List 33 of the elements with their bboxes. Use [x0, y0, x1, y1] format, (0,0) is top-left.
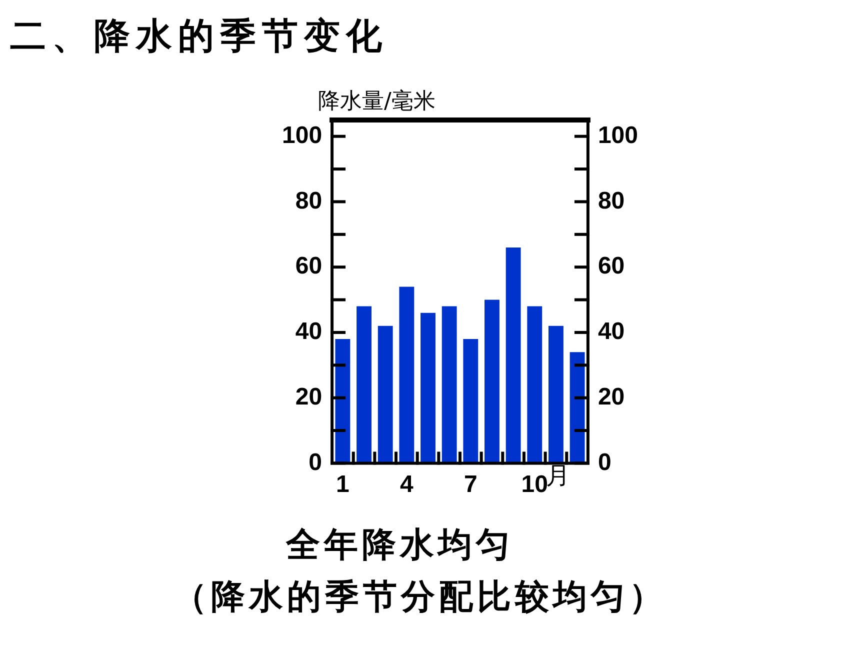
x-tick-label: 7	[464, 471, 478, 498]
bar	[548, 326, 564, 464]
bar	[527, 306, 542, 464]
bar	[356, 306, 372, 464]
y-tick-label: 80	[295, 187, 322, 214]
y-tick-label: 40	[295, 318, 322, 346]
bar	[442, 306, 457, 464]
text: 全年降水均匀	[284, 524, 515, 567]
y2-tick-label: 80	[598, 187, 625, 214]
y-tick-label: 100	[282, 122, 322, 149]
y2-tick-label: 20	[598, 383, 625, 410]
bar	[570, 352, 585, 464]
x-tick-label: 10	[521, 471, 548, 498]
y2-tick-label: 60	[598, 252, 625, 280]
bar	[420, 312, 436, 464]
text: （降水的季节分配比较均匀）	[172, 576, 668, 619]
chart-title: 二、降水的季节变化	[10, 14, 388, 59]
bar	[335, 338, 350, 464]
y2-tick-label: 100	[598, 122, 638, 149]
bar	[463, 338, 478, 464]
x-axis-title: 月	[546, 461, 570, 490]
bar	[399, 286, 414, 464]
x-tick-label: 4	[400, 471, 414, 498]
y2-tick-label: 0	[598, 448, 612, 476]
y-tick-label: 20	[295, 383, 322, 410]
y-tick-label: 0	[308, 448, 322, 476]
bar	[378, 326, 393, 464]
y-axis-title: 降水量/毫米	[318, 88, 436, 116]
y2-tick-label: 40	[598, 318, 625, 346]
y-tick-label: 60	[295, 252, 322, 280]
bar	[484, 300, 500, 464]
bar	[506, 247, 521, 464]
x-tick-label: 1	[336, 471, 350, 498]
